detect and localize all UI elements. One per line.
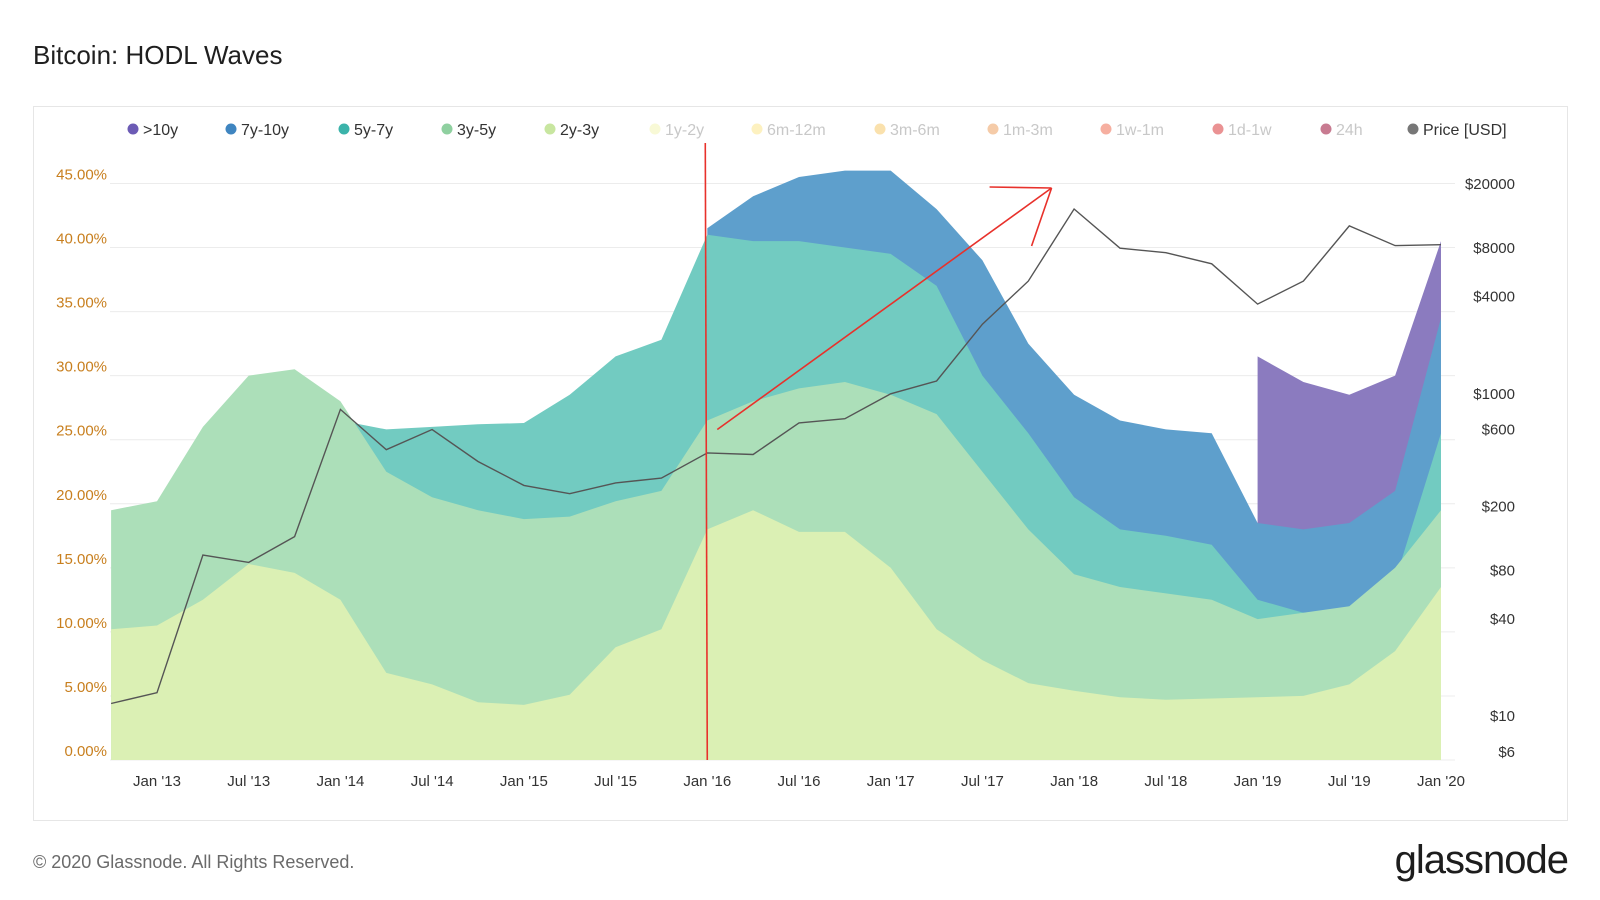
legend-item-5y7y[interactable]: 5y-7y [338,122,394,139]
legend-marker [1407,123,1419,135]
price-line [110,207,1442,705]
legend-marker [649,123,661,135]
legend-item-1m3m[interactable]: 1m-3m [987,122,1053,139]
brand-logo: glassnode [1394,838,1569,882]
legend-label: 1w-1m [1116,122,1164,139]
legend-label: 24h [1336,122,1363,139]
area-2y-3y [111,510,1442,760]
x-tick-label: Jan '17 [867,773,915,790]
legend-label: 1m-3m [1003,122,1053,139]
legend-label: 3y-5y [457,122,496,139]
legend-item-3m6m[interactable]: 3m-6m [874,122,940,139]
y-tick-label: 20.00% [56,487,107,504]
area-series [111,170,1442,761]
y-tick-label: 40.00% [56,231,107,248]
legend-marker [751,123,763,135]
legend-item-1w1m[interactable]: 1w-1m [1100,122,1165,139]
y-tick-label: 15.00% [56,551,107,568]
copyright-text: © 2020 Glassnode. All Rights Reserved. [33,852,355,872]
x-tick-label: Jul '13 [227,773,270,790]
price-tick-label: $200 [1482,498,1515,515]
price-tick-label: $80 [1490,563,1515,580]
y-tick-label: 5.00% [64,679,107,696]
y-axis-percent: 0.00% 5.00% 10.00% 15.00% 20.00% 25.00% 30.00%… [56,166,107,760]
price-tick-label: $4000 [1473,289,1515,306]
x-tick-label: Jul '19 [1328,773,1371,790]
legend-item-PriceUSD[interactable]: Price [USD] [1407,122,1507,139]
x-tick-label: Jan '15 [500,773,548,790]
y-axis-price: $6 $10 $40 $80 $200 $600 $1000 $4000 $8000 $20000 [1465,176,1515,761]
legend-label: 5y-7y [354,122,393,139]
x-tick-label: Jan '16 [683,773,731,790]
legend-marker [441,123,453,135]
price-series [110,207,1442,705]
y-tick-label: 25.00% [56,423,107,440]
price-tick-label: $8000 [1473,240,1515,257]
y-tick-label: 10.00% [56,615,107,632]
legend-marker [987,123,999,135]
x-tick-label: Jan '18 [1050,773,1098,790]
vertical-line-annotation [704,142,709,761]
legend-label: Price [USD] [1423,122,1507,139]
legend-label: >10y [143,122,178,139]
legend-marker [338,123,350,135]
legend-label: 1y-2y [665,122,704,139]
legend-item-1d1w[interactable]: 1d-1w [1212,122,1273,139]
price-tick-label: $10 [1490,708,1515,725]
x-axis: Jan '13 Jul '13 Jan '14 Jul '14 Jan '15 Jul '… [133,773,1465,790]
legend-label: 6m-12m [767,122,826,139]
legend-item-10y[interactable]: >10y [127,122,179,139]
arrow-annotation [716,187,1053,431]
annotations [704,142,1053,761]
x-tick-label: Jan '20 [1417,773,1465,790]
price-tick-label: $1000 [1473,386,1515,403]
legend-label: 7y-10y [241,122,289,139]
chart-title: Bitcoin: HODL Waves [33,40,283,70]
y-tick-label: 30.00% [56,359,107,376]
x-tick-label: Jul '17 [961,773,1004,790]
x-tick-label: Jul '18 [1144,773,1187,790]
legend-item-24h[interactable]: 24h [1320,122,1363,139]
legend-label: 2y-3y [560,122,599,139]
legend-marker [1212,123,1224,135]
legend-marker [874,123,886,135]
legend-label: 3m-6m [890,122,940,139]
x-tick-label: Jul '16 [778,773,821,790]
price-tick-label: $40 [1490,611,1515,628]
legend-item-2y3y[interactable]: 2y-3y [544,122,600,139]
legend-item-1y2y[interactable]: 1y-2y [649,122,705,139]
x-tick-label: Jan '14 [316,773,364,790]
arrowhead-right [1030,187,1053,247]
price-tick-label: $20000 [1465,176,1515,193]
x-tick-label: Jan '13 [133,773,181,790]
y-tick-label: 35.00% [56,295,107,312]
legend-item-7y10y[interactable]: 7y-10y [225,122,290,139]
price-tick-label: $600 [1482,422,1515,439]
arrowhead-left [989,186,1052,189]
legend-label: 1d-1w [1228,122,1272,139]
x-tick-label: Jan '19 [1234,773,1282,790]
legend-marker [544,123,556,135]
x-tick-label: Jul '15 [594,773,637,790]
y-tick-label: 0.00% [64,743,107,760]
legend-marker [127,123,139,135]
chart-frame [33,106,1568,821]
legend-item-6m12m[interactable]: 6m-12m [751,122,826,139]
x-tick-label: Jul '14 [411,773,454,790]
legend-marker [225,123,237,135]
legend-marker [1100,123,1112,135]
legend: >10y 7y-10y 5y-7y 3y-5y 2y-3y 1y-2y 6m-12m 3m-6… [127,122,1507,139]
legend-marker [1320,123,1332,135]
price-tick-label: $6 [1498,744,1515,761]
y-tick-label: 45.00% [56,166,107,183]
legend-item-3y5y[interactable]: 3y-5y [441,122,497,139]
